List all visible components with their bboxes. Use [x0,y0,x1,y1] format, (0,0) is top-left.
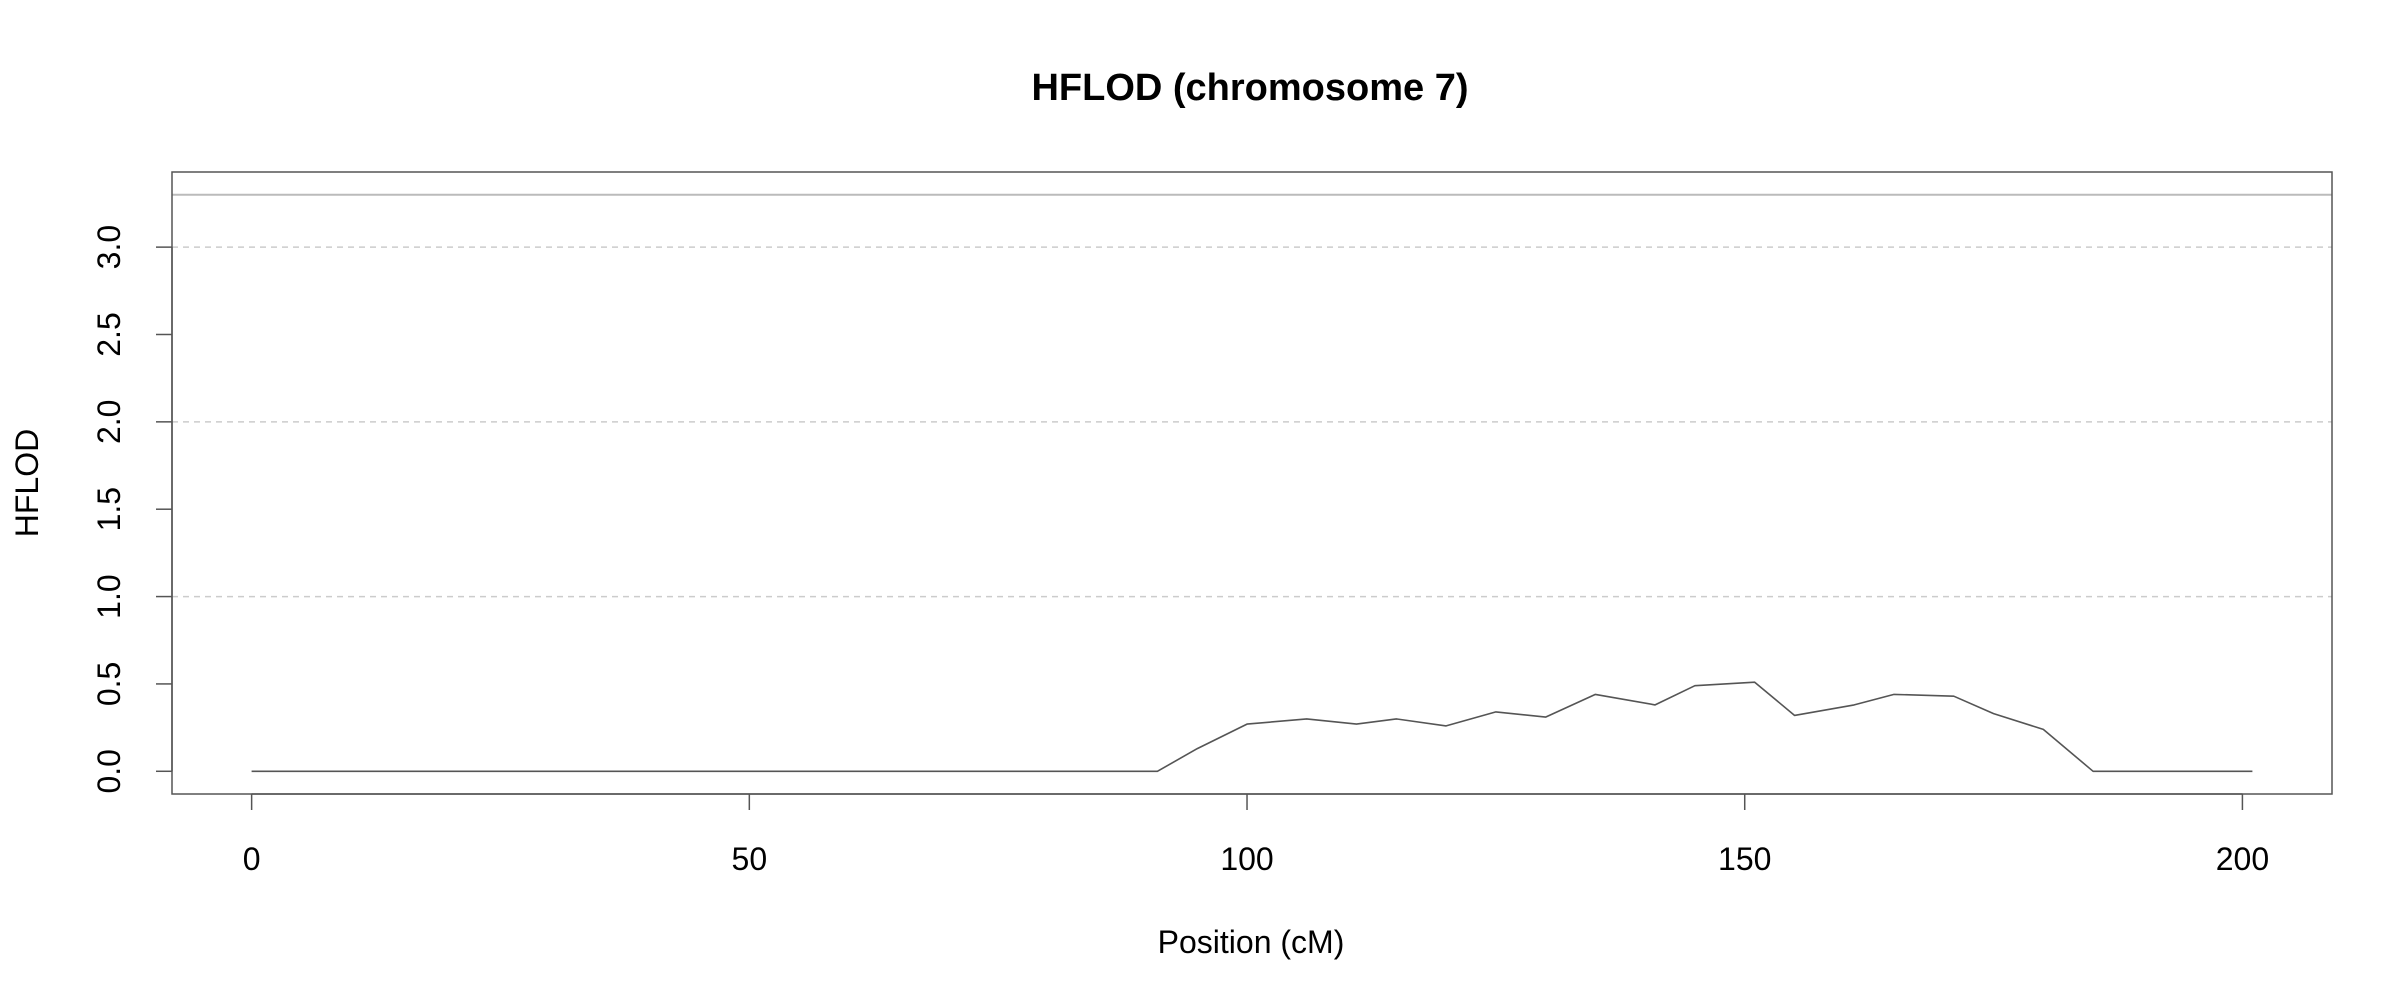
y-tick-label: 2.5 [91,312,127,356]
series-layer [251,681,2253,773]
x-tick-label: 100 [1220,841,1273,877]
series-line [251,681,2253,773]
y-axis-title: HFLOD [9,429,45,537]
y-tick-label: 0.0 [91,749,127,793]
x-axis: 0 50 100 150 200 [243,793,2269,877]
chart-title: HFLOD (chromosome 7) [1031,67,1468,109]
x-tick-label: 50 [732,841,768,877]
y-tick-label: 0.5 [91,662,127,706]
plot-frame [171,171,2333,795]
x-tick-label: 200 [2216,841,2269,877]
x-tick-label: 0 [243,841,261,877]
y-axis: 0.0 0.5 1.0 1.5 2.0 2.5 3.0 [91,225,173,794]
y-tick-label: 2.0 [91,400,127,444]
y-tick-label: 3.0 [91,225,127,269]
x-tick-label: 150 [1718,841,1771,877]
grid-layer [172,246,2332,598]
y-tick-label: 1.0 [91,574,127,618]
x-axis-title: Position (cM) [1158,924,1345,960]
y-tick-label: 1.5 [91,487,127,531]
